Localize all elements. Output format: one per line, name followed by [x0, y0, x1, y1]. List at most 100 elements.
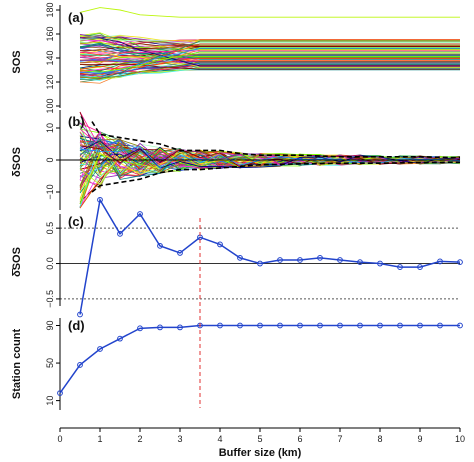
- panel-a-trace: [79, 39, 460, 45]
- panel-d-point: [437, 322, 443, 329]
- y-tick-label: 0: [45, 157, 55, 162]
- panel-b-y-ticks: −10 0 10: [45, 123, 60, 200]
- x-tick-label: 5: [257, 434, 262, 444]
- panel-a-trace: [79, 43, 460, 54]
- panel-d-point: [397, 322, 403, 329]
- panel-d-point: [217, 322, 223, 329]
- panel-d-point: [237, 322, 243, 329]
- panel-c: −0.5 0.0 0.5 (c) δ̄SOS: [11, 196, 463, 318]
- panel-a-trace: [79, 52, 460, 59]
- panel-a-trace: [79, 43, 460, 50]
- x-tick-label: 6: [297, 434, 302, 444]
- panel-c-point: [217, 241, 223, 248]
- panel-c-point: [237, 254, 243, 261]
- x-tick-label: 10: [455, 434, 465, 444]
- panel-b-label: (b): [68, 114, 85, 129]
- panel-c-series-line: [79, 197, 461, 315]
- panel-b-trace: [79, 146, 461, 169]
- panel-a-trace: [79, 42, 460, 60]
- panel-d-point: [357, 322, 363, 329]
- y-tick-label: 100: [45, 98, 55, 113]
- panel-a-trace: [79, 53, 460, 67]
- panel-a-trace: [79, 62, 460, 77]
- panel-a-trace: [79, 61, 460, 79]
- panel-a-trace: [79, 40, 460, 80]
- panel-d-point: [257, 322, 263, 329]
- panel-b-ylabel: δSOS: [11, 147, 23, 177]
- panel-a-trace: [79, 50, 460, 54]
- x-tick-label: 4: [217, 434, 222, 444]
- panel-a-trace: [79, 55, 460, 75]
- panel-d-label: (d): [68, 318, 85, 333]
- y-tick-label: 0.0: [45, 257, 55, 270]
- x-tick-label: 7: [337, 434, 342, 444]
- panel-b-envelope-lower: [91, 161, 461, 193]
- panel-c-y-ticks: −0.5 0.0 0.5: [45, 222, 60, 308]
- panel-c-point: [317, 254, 323, 261]
- panel-a-trace: [79, 41, 460, 50]
- panel-a-trace: [79, 42, 460, 47]
- panel-c-point: [97, 196, 103, 203]
- panel-c-label: (c): [68, 214, 84, 229]
- y-tick-label: 140: [45, 50, 55, 65]
- panel-b-trace: [79, 148, 461, 204]
- y-tick-label: 120: [45, 74, 55, 89]
- panel-a-trace: [79, 63, 460, 70]
- panel-d-point: [57, 390, 63, 397]
- panel-a-y-ticks: 100 120 140 160 180: [45, 2, 60, 114]
- y-tick-label: 180: [45, 2, 55, 17]
- panel-c-point: [77, 311, 83, 318]
- panel-c-point: [117, 230, 123, 237]
- x-tick-label: 9: [417, 434, 422, 444]
- panel-c-point: [457, 259, 463, 266]
- x-axis: 0 1 2 3 4 5 6 7 8 9 10 Buffer size (km): [57, 427, 465, 459]
- panel-d-point: [177, 324, 183, 331]
- panel-c-point: [137, 211, 143, 217]
- panel-d: 10 50 90 (d) Station count: [11, 318, 463, 410]
- panel-b-envelope-upper: [91, 121, 461, 159]
- panel-a-outlier-trace: [79, 7, 460, 18]
- panel-a-trace: [79, 60, 460, 63]
- panel-a-trace: [79, 51, 460, 73]
- panel-a-trace: [79, 68, 460, 80]
- panel-c-point: [397, 264, 403, 270]
- panel-d-point: [117, 335, 123, 342]
- panel-a-trace: [79, 57, 460, 70]
- panel-d-point: [417, 322, 423, 329]
- panel-c-point: [157, 242, 163, 249]
- panel-c-point: [357, 259, 363, 266]
- panel-a-trace: [79, 59, 460, 71]
- panel-c-point: [257, 260, 263, 267]
- panel-a-trace: [79, 47, 460, 74]
- panel-a-trace: [79, 37, 460, 44]
- panel-d-point: [157, 324, 163, 331]
- panel-d-point: [97, 346, 103, 352]
- panel-c-ylabel: δ̄SOS: [11, 247, 23, 277]
- panel-b-trace: [79, 138, 461, 177]
- panel-d-point: [77, 362, 83, 368]
- panel-c-point: [337, 257, 343, 263]
- x-axis-ticks: 0 1 2 3 4 5 6 7 8 9 10: [57, 428, 465, 444]
- panel-d-series-points: [57, 322, 463, 397]
- panel-c-point: [297, 257, 303, 263]
- y-tick-label: 50: [45, 358, 55, 368]
- y-tick-label: −10: [45, 184, 55, 199]
- panel-c-point: [437, 258, 443, 265]
- panel-c-point: [177, 250, 183, 256]
- panel-a-trace: [79, 67, 460, 80]
- panel-d-point: [377, 322, 383, 329]
- panel-a-traces: [79, 7, 460, 84]
- panel-d-point: [317, 322, 323, 329]
- y-tick-label: 10: [45, 396, 55, 406]
- panel-d-ylabel: Station count: [11, 329, 23, 400]
- x-tick-label: 1: [97, 434, 102, 444]
- panel-d-point: [457, 322, 463, 329]
- y-tick-label: 0.5: [45, 222, 55, 235]
- y-tick-label: 10: [45, 123, 55, 133]
- panel-b: −10 0 10 (b) δSOS: [11, 110, 461, 210]
- panel-a-trace: [79, 37, 460, 47]
- panel-a-trace: [79, 44, 460, 65]
- panel-d-point: [337, 322, 343, 329]
- x-tick-label: 8: [377, 434, 382, 444]
